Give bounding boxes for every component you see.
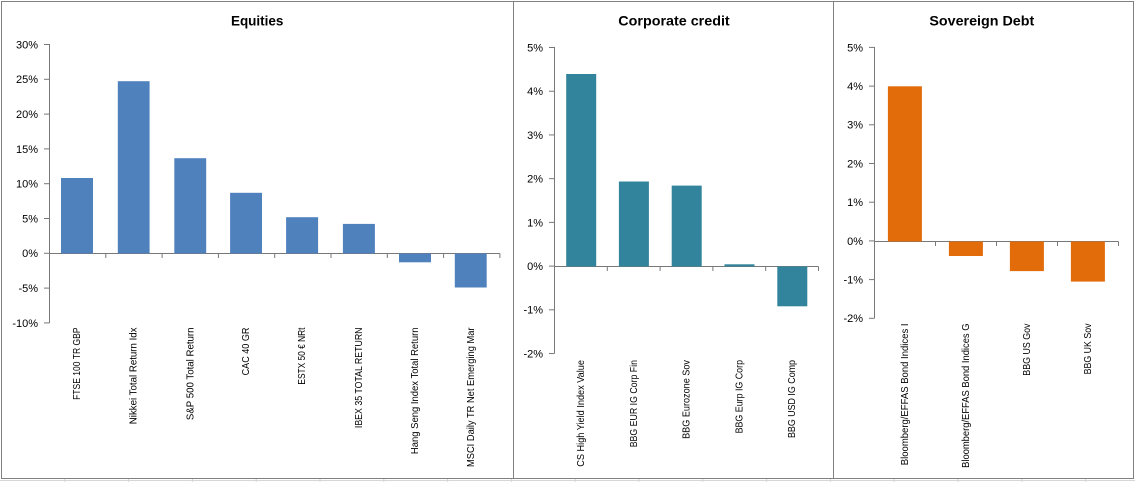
- svg-text:5%: 5%: [527, 42, 543, 54]
- svg-text:MSCI Daily TR Net Emerging Mar: MSCI Daily TR Net Emerging Mar: [466, 327, 477, 467]
- svg-text:3%: 3%: [527, 130, 543, 142]
- svg-text:1%: 1%: [847, 197, 863, 209]
- svg-text:4%: 4%: [847, 81, 863, 93]
- svg-text:10%: 10%: [16, 179, 38, 191]
- svg-text:0%: 0%: [527, 261, 543, 273]
- svg-text:BBG USD IG Comp: BBG USD IG Comp: [787, 360, 798, 438]
- svg-text:Nikkei Total Return Idx: Nikkei Total Return Idx: [129, 328, 140, 425]
- svg-text:3%: 3%: [847, 120, 863, 132]
- svg-text:BBG Eurozone Sov: BBG Eurozone Sov: [682, 360, 693, 439]
- svg-text:Bloomberg/EFFAS Bond Indices I: Bloomberg/EFFAS Bond Indices I: [900, 323, 911, 465]
- svg-text:20%: 20%: [16, 109, 38, 121]
- svg-text:2%: 2%: [527, 174, 543, 186]
- svg-text:Hang Seng Index Total Return: Hang Seng Index Total Return: [410, 327, 421, 454]
- svg-text:2%: 2%: [847, 158, 863, 170]
- svg-text:-1%: -1%: [843, 275, 863, 287]
- svg-text:15%: 15%: [16, 144, 38, 156]
- svg-text:-2%: -2%: [843, 313, 863, 325]
- svg-text:S&P 500 Total Return: S&P 500 Total Return: [185, 328, 196, 421]
- svg-text:ESTX 50 € NRt: ESTX 50 € NRt: [297, 327, 308, 384]
- svg-text:Corporate credit: Corporate credit: [618, 14, 730, 29]
- svg-text:BBG UK Sov: BBG UK Sov: [1083, 324, 1094, 375]
- svg-text:0%: 0%: [847, 236, 863, 248]
- svg-text:30%: 30%: [16, 39, 38, 51]
- svg-text:BBG US Gov: BBG US Gov: [1022, 324, 1033, 376]
- svg-text:-10%: -10%: [12, 318, 38, 330]
- svg-text:CS High Yield Index Value: CS High Yield Index Value: [576, 360, 587, 467]
- svg-text:BBG Eurp IG Corp: BBG Eurp IG Corp: [734, 360, 745, 434]
- svg-text:Bloomberg/EFFAS Bond Indices G: Bloomberg/EFFAS Bond Indices G: [961, 323, 972, 468]
- svg-text:-5%: -5%: [18, 283, 38, 295]
- svg-text:BBG EUR IG Corp Fin: BBG EUR IG Corp Fin: [629, 360, 640, 447]
- svg-text:4%: 4%: [527, 86, 543, 98]
- svg-text:0%: 0%: [22, 248, 38, 260]
- svg-text:5%: 5%: [22, 213, 38, 225]
- svg-text:5%: 5%: [847, 42, 863, 54]
- svg-text:FTSE 100 TR GBP: FTSE 100 TR GBP: [72, 327, 83, 400]
- svg-text:IBEX 35 TOTAL RETURN: IBEX 35 TOTAL RETURN: [354, 328, 365, 429]
- svg-text:Equities: Equities: [231, 14, 284, 29]
- svg-text:-2%: -2%: [523, 348, 543, 360]
- svg-text:1%: 1%: [527, 217, 543, 229]
- svg-text:-1%: -1%: [523, 305, 543, 317]
- svg-text:Sovereign Debt: Sovereign Debt: [929, 14, 1034, 29]
- svg-text:25%: 25%: [16, 74, 38, 86]
- svg-text:CAC 40 GR: CAC 40 GR: [241, 328, 252, 376]
